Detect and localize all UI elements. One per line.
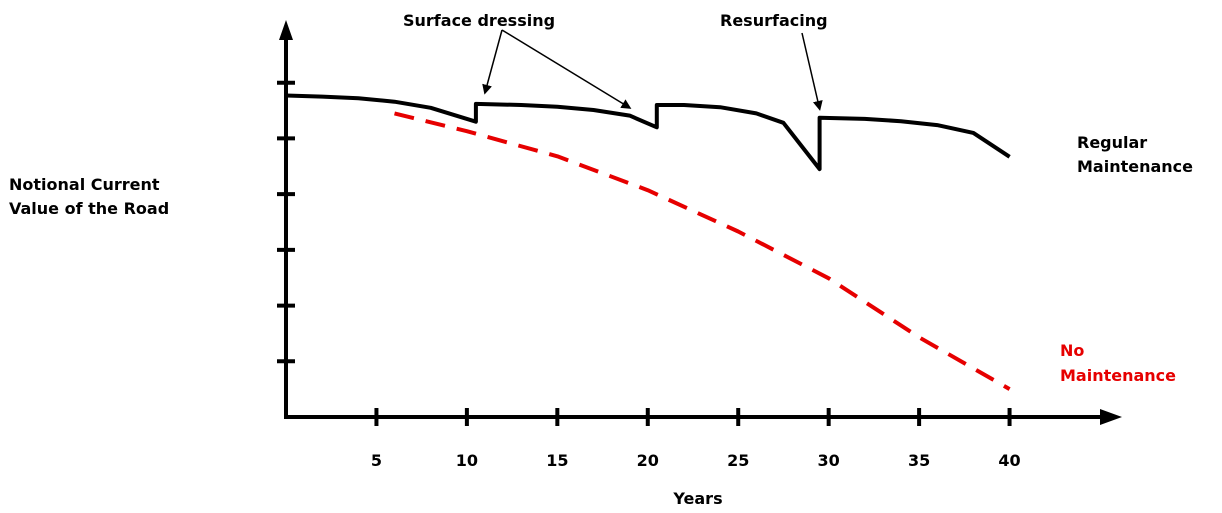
resurfacing-annotation: Resurfacing <box>720 11 828 30</box>
no-maintenance-label-line-2: Maintenance <box>1060 366 1176 385</box>
x-tick-label: 15 <box>546 451 568 470</box>
no-maintenance-label-line-1: No <box>1060 341 1084 360</box>
annotation-arrows <box>482 29 823 111</box>
annotation-arrow <box>501 29 632 109</box>
x-tick-label: 5 <box>371 451 382 470</box>
x-tick-label: 10 <box>456 451 478 470</box>
regular-maintenance-line <box>285 93 1011 172</box>
series-layer <box>285 93 1011 391</box>
x-axis-arrow <box>1100 409 1122 425</box>
x-tick-label: 20 <box>637 451 659 470</box>
y-axis-arrow <box>279 20 293 40</box>
x-tick-label: 40 <box>998 451 1020 470</box>
annotation-arrow <box>801 32 823 111</box>
annotation-arrow <box>482 29 503 95</box>
x-tick-label: 30 <box>818 451 840 470</box>
regular-maintenance-label-line-2: Maintenance <box>1077 157 1193 176</box>
regular-maintenance-label-line-1: Regular <box>1077 133 1147 152</box>
no-maintenance-line <box>394 111 1011 391</box>
y-axis-ticks <box>277 80 295 364</box>
x-tick-label: 25 <box>727 451 749 470</box>
x-axis-label: Years <box>672 489 722 508</box>
x-tick-label: 35 <box>908 451 930 470</box>
x-axis-tick-labels: 5 10 15 20 25 30 35 40 <box>371 451 1021 470</box>
surface-dressing-annotation: Surface dressing <box>403 11 555 30</box>
y-axis-label-line-2: Value of the Road <box>9 199 169 218</box>
x-axis-ticks <box>374 408 1012 426</box>
y-axis-label-line-1: Notional Current <box>9 175 160 194</box>
